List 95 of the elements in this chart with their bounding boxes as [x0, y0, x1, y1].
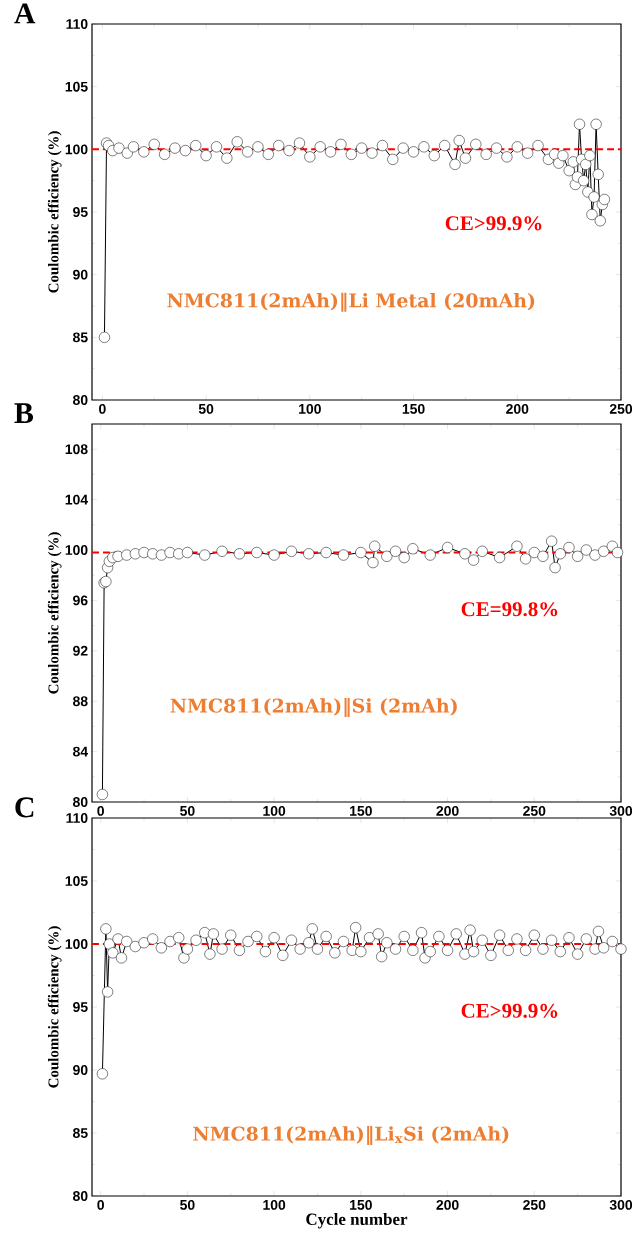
point — [369, 540, 381, 552]
point — [268, 549, 280, 561]
y-axis-title: Coulombic efficiency (%) — [47, 131, 62, 293]
y-tick-label: 92 — [73, 645, 88, 656]
y-tick-label: 110 — [66, 813, 88, 823]
point — [572, 550, 584, 562]
ref-line-label: CE=99.8% — [461, 602, 558, 617]
ref-line-label: CE>99.9% — [445, 216, 542, 231]
point — [303, 548, 315, 560]
x-tick-label: 300 — [609, 1199, 633, 1210]
x-tick-label: 150 — [350, 1199, 372, 1210]
point — [147, 548, 159, 560]
point — [337, 549, 350, 561]
point — [389, 545, 402, 557]
point — [476, 545, 488, 557]
point — [424, 549, 436, 561]
point — [381, 550, 393, 562]
point — [112, 550, 124, 562]
x-tick-label: 200 — [436, 1199, 459, 1210]
x-tick-label: 200 — [506, 403, 529, 414]
chart-title: C — [15, 797, 34, 818]
y-tick-label: 105 — [65, 876, 88, 886]
chart-title: A — [14, 3, 36, 24]
point — [459, 548, 471, 560]
y-axis-title: Coulombic efficiency (%) — [47, 532, 62, 694]
point — [554, 548, 566, 560]
point — [520, 553, 532, 565]
y-tick-label: 84 — [73, 746, 89, 757]
x-tick-label: 250 — [523, 805, 546, 816]
x-tick-label: 150 — [402, 403, 425, 414]
y-tick-label: 110 — [66, 19, 88, 29]
point — [251, 546, 263, 559]
y-tick-label: 90 — [73, 1065, 88, 1075]
point — [181, 546, 193, 559]
y-tick-label: 85 — [73, 332, 88, 343]
point — [511, 540, 523, 552]
x-tick-label: 50 — [180, 805, 195, 816]
y-tick-label: 108 — [65, 444, 88, 455]
y-tick-label: 85 — [73, 1128, 88, 1138]
ref-line-label: CE>99.9% — [461, 1003, 558, 1018]
point — [216, 545, 228, 557]
y-axis-title: Coulombic efficiency (%) — [47, 926, 62, 1088]
y-tick-label: 100 — [65, 144, 88, 155]
x-tick-label: 200 — [436, 805, 459, 816]
annotation: NMC811(2mAh)‖Si (2mAh) — [170, 698, 457, 717]
annotation: NMC811(2mAh)‖Li Metal (20mAh) — [167, 292, 535, 312]
point — [164, 546, 176, 559]
x-tick-label: 150 — [350, 805, 372, 816]
y-tick-label: 95 — [73, 207, 88, 217]
x-tick-label: 0 — [97, 1199, 104, 1210]
y-tick-label: 105 — [65, 81, 88, 92]
x-tick-label: 0 — [99, 403, 106, 414]
point — [96, 788, 108, 801]
point — [355, 546, 367, 559]
point — [367, 557, 379, 569]
point — [580, 544, 592, 556]
point — [589, 549, 601, 561]
x-axis-title: Cycle number — [306, 1213, 408, 1229]
point — [537, 550, 549, 562]
y-tick-label: 80 — [73, 797, 88, 807]
point — [468, 554, 480, 566]
y-tick-label: 96 — [73, 595, 88, 606]
y-tick-label: 100 — [65, 545, 88, 555]
y-tick-label: 80 — [73, 395, 88, 405]
y-tick-label: 90 — [73, 269, 88, 280]
y-tick-label: 100 — [65, 939, 88, 949]
y-tick-label: 80 — [73, 1191, 88, 1201]
x-tick-label: 100 — [299, 403, 321, 414]
point — [494, 552, 506, 564]
x-tick-label: 0 — [97, 805, 104, 816]
y-tick-label: 88 — [73, 696, 88, 707]
point — [320, 546, 332, 559]
point — [398, 552, 410, 564]
point — [138, 546, 150, 559]
chart-title: B — [14, 403, 34, 424]
point — [598, 545, 610, 557]
y-tick-label: 104 — [65, 494, 89, 505]
x-tick-label: 50 — [198, 403, 214, 414]
x-tick-label: 100 — [263, 805, 286, 816]
point — [407, 543, 419, 555]
point — [546, 535, 558, 547]
point — [285, 545, 298, 557]
x-tick-label: 50 — [180, 1199, 195, 1210]
y-tick-label: 95 — [73, 1002, 88, 1012]
point — [199, 549, 211, 561]
point — [563, 541, 575, 554]
annotation: NMC811(2mAh)‖Li$_{x}$Si (2mAh) — [193, 1126, 509, 1146]
point — [549, 562, 561, 574]
x-tick-label: 250 — [523, 1199, 546, 1210]
point — [442, 541, 454, 554]
point — [233, 548, 245, 560]
x-tick-label: 100 — [263, 1199, 286, 1210]
x-tick-label: 250 — [609, 403, 633, 414]
x-tick-label: 300 — [609, 805, 633, 816]
point — [611, 546, 624, 559]
